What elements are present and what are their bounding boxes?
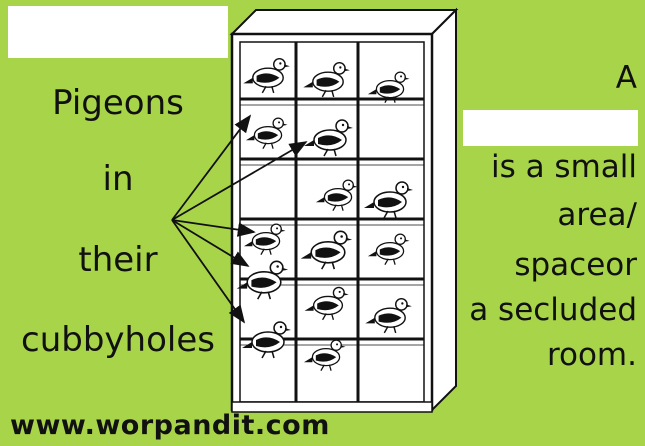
pointer-arrows [171,114,308,324]
left-caption-line-1: Pigeons [52,83,184,123]
left-caption-line-2: in [102,159,134,199]
arrow-icon [171,219,256,237]
right-caption-line-4: a secluded [469,292,637,328]
redacted-word-box [463,110,638,146]
arrow-icon [171,114,252,221]
right-caption-first-word: A [615,60,637,96]
right-caption-line-3: spaceor [514,247,637,283]
left-caption-line-4: cubbyholes [21,320,215,360]
right-caption-line-2: area/ [557,197,637,233]
footer-url[interactable]: www.worpandit.com [10,410,330,441]
right-caption-line-5: room. [546,337,637,373]
right-caption-line-1: is a small [490,149,637,185]
redacted-title-box [8,6,228,58]
left-caption-line-3: their [78,240,158,280]
arrow-icon [171,219,246,324]
arrow-icon [171,219,250,267]
arrow-icon [171,141,308,221]
